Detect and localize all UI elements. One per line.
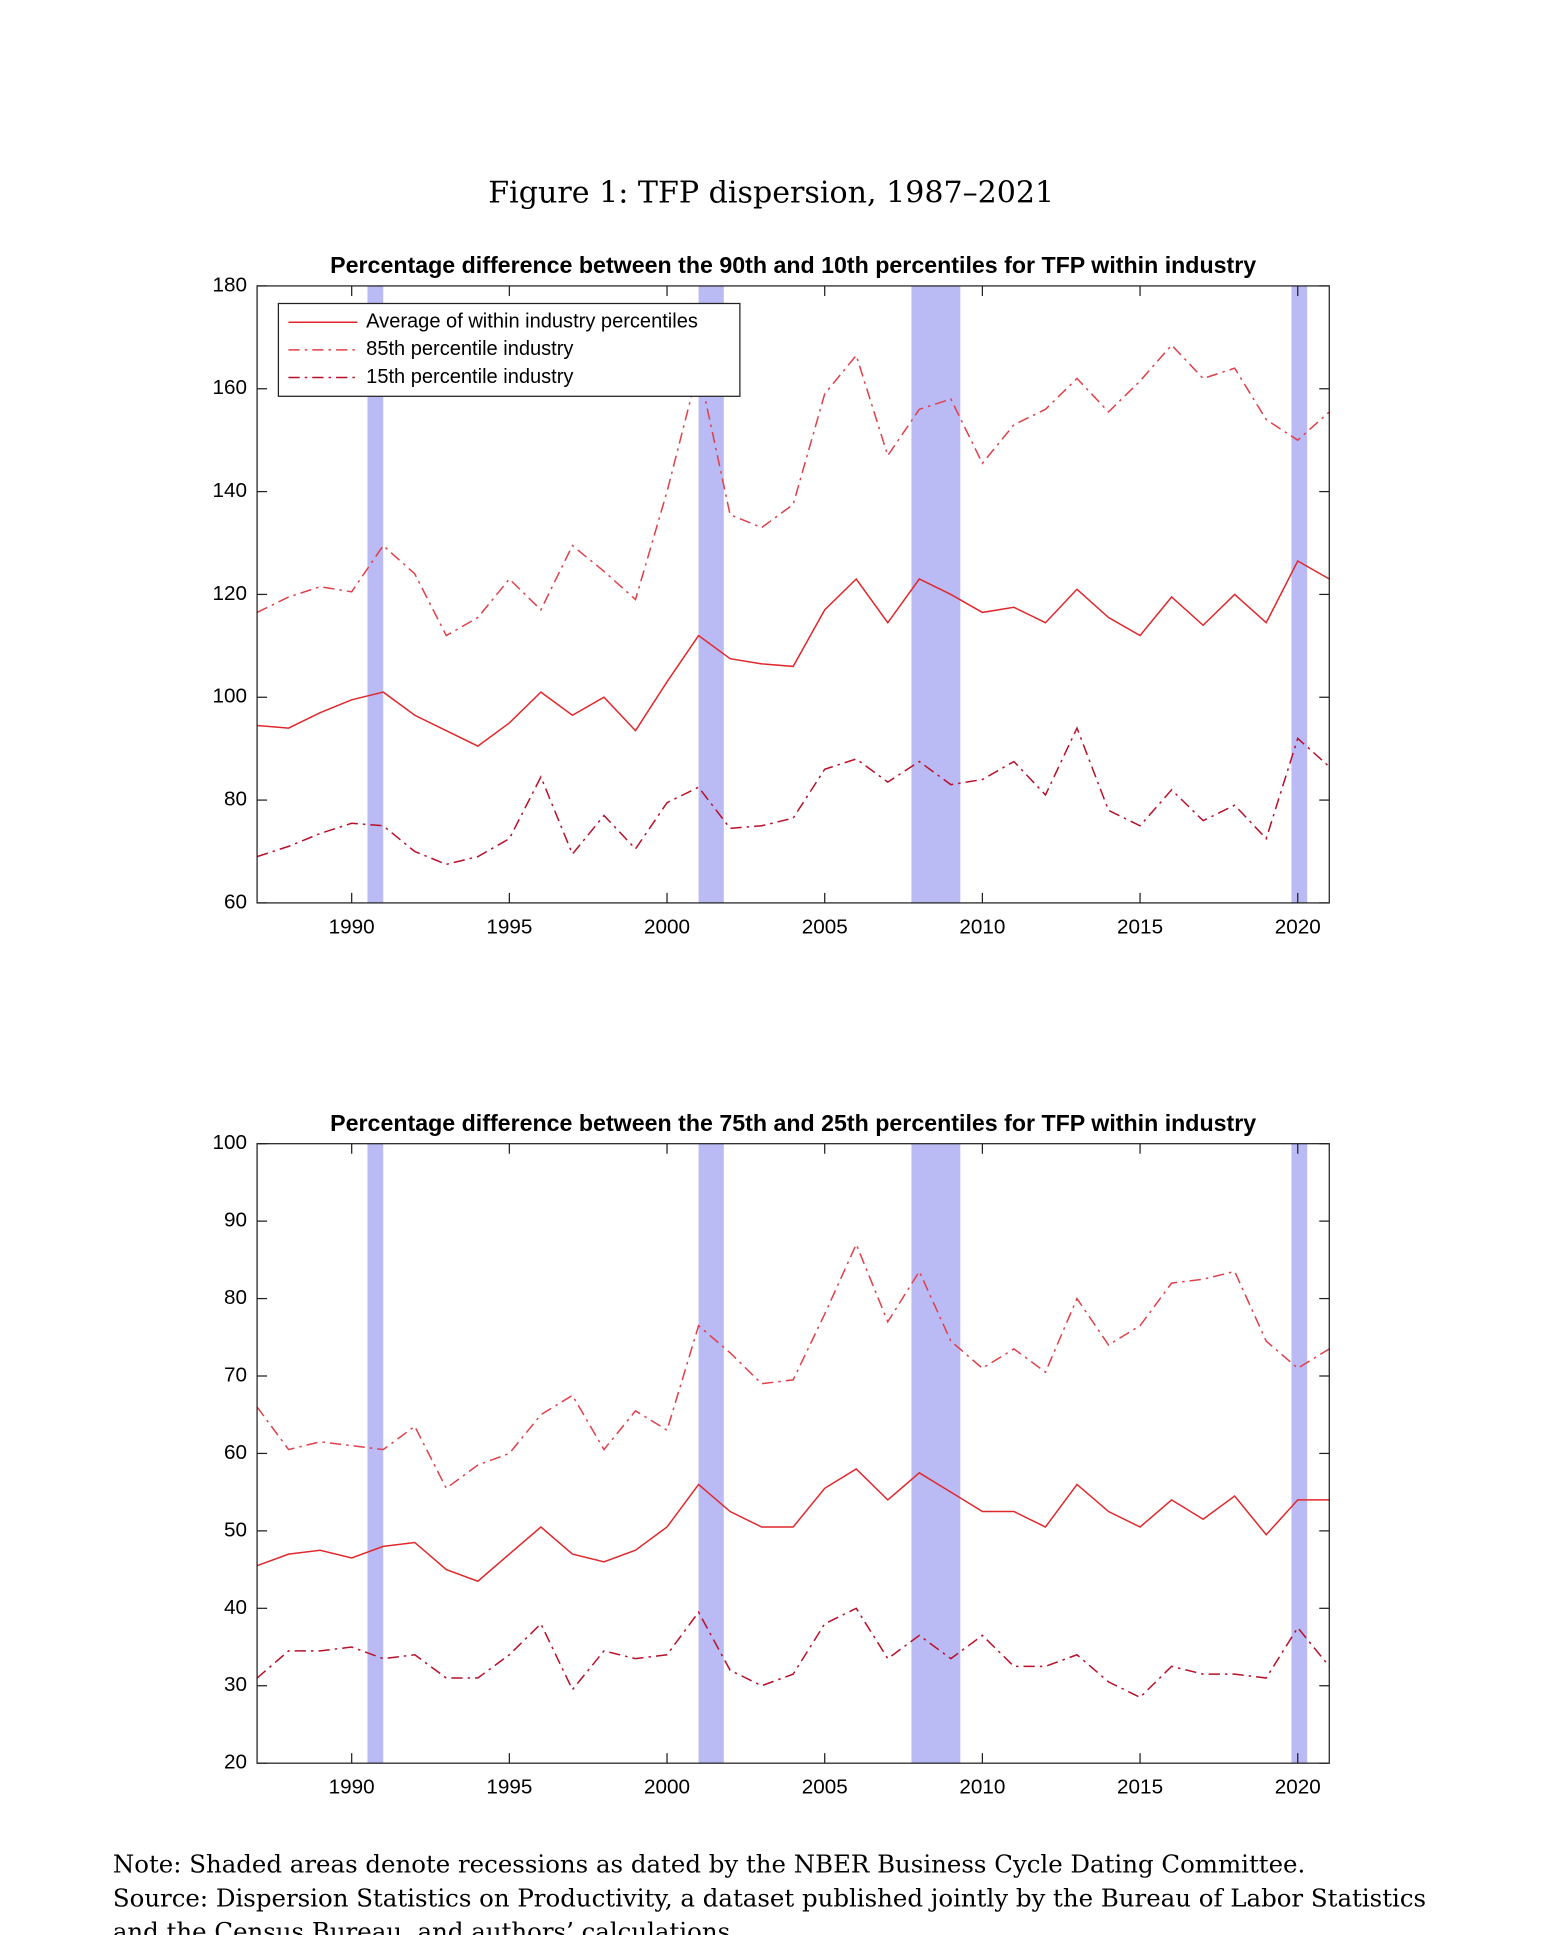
y-tick-label: 80 xyxy=(224,1286,247,1309)
x-tick-label: 2010 xyxy=(959,1776,1005,1799)
recession-band xyxy=(698,1143,724,1764)
y-tick-label: 80 xyxy=(224,788,247,811)
recession-band xyxy=(911,1143,961,1764)
x-tick-label: 1995 xyxy=(486,1776,532,1799)
series-line xyxy=(256,343,1330,637)
x-tick-label: 2015 xyxy=(1117,915,1163,938)
series-line xyxy=(256,726,1330,866)
series-line xyxy=(256,1242,1330,1490)
legend-label: 85th percentile industry xyxy=(366,338,573,360)
y-tick-label: 120 xyxy=(213,582,248,605)
chart: Percentage difference between the 75th a… xyxy=(213,1110,1330,1799)
recession-band xyxy=(1291,285,1308,903)
recession-band xyxy=(367,285,384,903)
note-line: Note: Shaded areas denote recessions as … xyxy=(113,1850,1305,1879)
y-tick-label: 140 xyxy=(213,479,248,502)
x-tick-label: 2020 xyxy=(1275,1776,1321,1799)
x-tick-label: 2000 xyxy=(644,1776,690,1799)
x-tick-label: 2005 xyxy=(802,915,848,938)
recession-band xyxy=(911,285,961,903)
legend-label: Average of within industry percentiles xyxy=(366,311,698,333)
note-line: Source: Dispersion Statistics on Product… xyxy=(113,1883,1426,1912)
y-tick-label: 60 xyxy=(224,890,247,913)
x-tick-label: 2015 xyxy=(1117,1776,1163,1799)
series-line xyxy=(256,1467,1330,1583)
legend-box xyxy=(277,302,741,397)
y-tick-label: 20 xyxy=(224,1751,247,1774)
y-tick-label: 100 xyxy=(213,685,248,708)
note-line: and the Census Bureau, and authors’ calc… xyxy=(113,1917,738,1935)
plot-frame xyxy=(256,285,1330,904)
x-tick-label: 2005 xyxy=(802,1776,848,1799)
y-tick-label: 180 xyxy=(213,273,248,296)
y-tick-label: 160 xyxy=(213,376,248,399)
x-tick-label: 2000 xyxy=(644,915,690,938)
recession-band xyxy=(1291,1143,1308,1764)
chart-title: Percentage difference between the 90th a… xyxy=(330,252,1256,278)
legend-label: 15th percentile industry xyxy=(366,366,573,388)
x-tick-label: 1990 xyxy=(329,1776,375,1799)
chart: Percentage difference between the 90th a… xyxy=(213,252,1330,938)
x-tick-label: 1990 xyxy=(329,915,375,938)
figure-title: Figure 1: TFP dispersion, 1987–2021 xyxy=(488,175,1054,210)
plot-frame xyxy=(256,1143,1330,1764)
y-tick-label: 70 xyxy=(224,1363,247,1386)
y-tick-label: 50 xyxy=(224,1518,247,1541)
series-line xyxy=(257,559,1330,747)
y-tick-label: 90 xyxy=(224,1209,247,1232)
x-tick-label: 1995 xyxy=(486,915,532,938)
y-tick-label: 60 xyxy=(224,1441,247,1464)
x-tick-label: 2010 xyxy=(959,915,1005,938)
y-tick-label: 100 xyxy=(213,1131,248,1154)
y-tick-label: 30 xyxy=(224,1673,247,1696)
chart-title: Percentage difference between the 75th a… xyxy=(330,1110,1256,1136)
x-tick-label: 2020 xyxy=(1275,915,1321,938)
series-line xyxy=(256,1607,1330,1699)
y-tick-label: 40 xyxy=(224,1596,247,1619)
recession-band xyxy=(367,1143,384,1764)
